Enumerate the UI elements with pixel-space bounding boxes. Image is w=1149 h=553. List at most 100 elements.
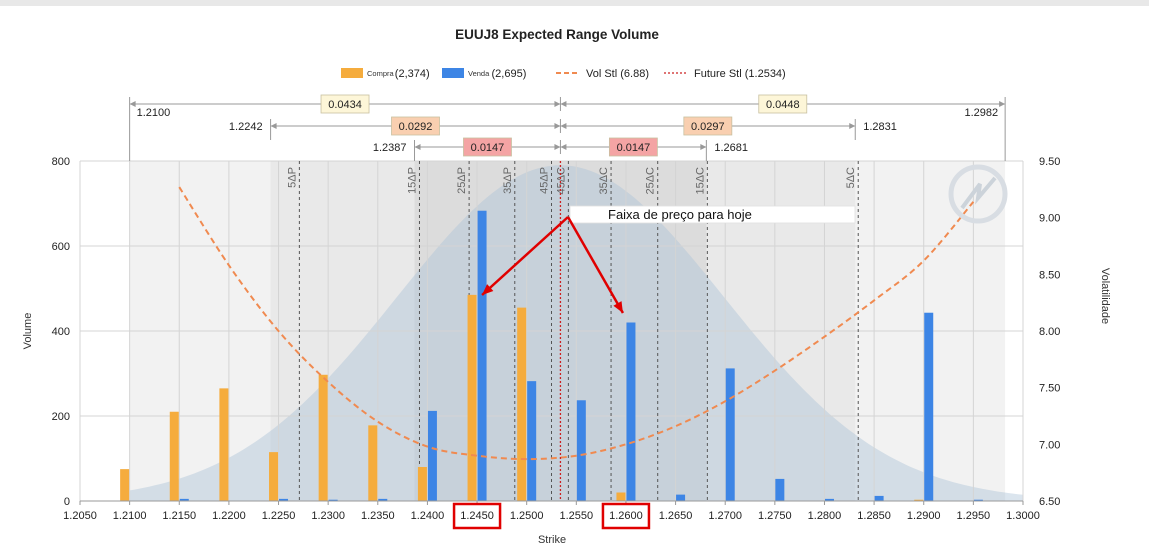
venda-bar: [924, 312, 934, 501]
compra-bar: [417, 467, 427, 501]
logo-bolt: [960, 176, 997, 210]
range-arrowhead: [560, 123, 567, 129]
x-tick-label: 1.2200: [212, 510, 246, 522]
delta-label: 25ΔP: [456, 167, 468, 194]
y-tick-label: 200: [52, 411, 70, 423]
x-tick-label: 1.2600: [609, 510, 643, 522]
legend-swatch-1: [341, 68, 363, 78]
range-right-value: 1.2831: [863, 121, 897, 133]
venda-bar: [824, 498, 834, 501]
venda-bar: [874, 495, 884, 501]
range-arrowhead: [554, 144, 561, 150]
delta-label: 25ΔC: [645, 167, 657, 195]
y2-tick-label: 9.00: [1039, 213, 1060, 225]
legend-swatch-2: [442, 68, 464, 78]
annotation-box: [569, 205, 856, 224]
delta-label: 35ΔC: [598, 167, 610, 195]
legend-label: Vol Stl (6.88): [586, 68, 649, 80]
y-tick-label: 0: [64, 496, 70, 508]
x-axis-label: Strike: [538, 534, 566, 546]
range-width-label: 0.0147: [471, 142, 505, 154]
watermark-logo-icon: [948, 164, 1008, 224]
x-tick-label: 1.2400: [411, 510, 445, 522]
venda-bar: [328, 499, 338, 501]
venda-bar: [378, 498, 388, 501]
y-tick-label: 800: [52, 156, 70, 168]
annotation: Faixa de preço para hoje: [481, 205, 856, 314]
x-tick-label: 1.3000: [1006, 510, 1040, 522]
x-tick-label: 1.2150: [162, 510, 196, 522]
annotation-text: Faixa de preço para hoje: [608, 207, 752, 222]
legend-label: Venda: [468, 69, 490, 78]
venda-bar: [725, 368, 735, 501]
range-width-box: [758, 94, 808, 114]
range-width-box: [320, 94, 370, 114]
annotation-arrowhead: [482, 284, 494, 295]
delta-label: 5ΔC: [845, 167, 857, 188]
range-arrowhead: [999, 101, 1006, 107]
venda-bar: [676, 494, 686, 501]
venda-bar: [179, 498, 189, 501]
x-tick-label: 1.2650: [659, 510, 693, 522]
delta-lines: 5ΔP 15ΔP 25ΔP 35ΔP 45ΔP 45ΔC 35ΔC 25ΔC 15ΔC 5ΔC: [286, 161, 859, 501]
range-width-label: 0.0448: [766, 99, 800, 111]
range-arrowhead: [414, 144, 421, 150]
compra-bar: [269, 452, 279, 501]
venda-bar: [973, 499, 983, 501]
x-tick-label: 1.2500: [510, 510, 544, 522]
y-tick-label: 600: [52, 241, 70, 253]
compra-bar: [169, 411, 179, 501]
y2-axis-label: Volatilidade: [1099, 268, 1111, 324]
compra-bar: [219, 388, 229, 501]
range-left-value: 1.2100: [137, 107, 171, 119]
compra-bar: [368, 425, 378, 501]
x-tick-label: 1.2100: [113, 510, 147, 522]
x-tick-label: 1.2550: [559, 510, 593, 522]
axes: 1.2050 1.2100 1.2150 1.2200 1.2250 1.2300 1.23…: [52, 156, 1060, 530]
chart-title: EUUJ8 Expected Range Volume: [455, 27, 659, 42]
expected-range-brackets: 1.2100 1.2982 0.0434 0.0448 1.2242 1.2831 0.02…: [129, 94, 1006, 161]
compra-bar: [517, 307, 527, 501]
volume-bars: [120, 210, 983, 501]
range-width-label: 0.0434: [328, 99, 362, 111]
range-width-box: [391, 116, 440, 136]
annotation-arrowhead: [613, 301, 623, 313]
range-width-label: 0.0147: [617, 142, 651, 154]
delta-label: 45ΔP: [539, 167, 551, 194]
y2-tick-label: 8.50: [1039, 269, 1060, 281]
vol-stl-line: [178, 186, 975, 461]
y-axis-label: Volume: [22, 313, 34, 350]
range-right-value: 1.2681: [714, 142, 748, 154]
range-arrowhead: [560, 101, 567, 107]
compra-bar: [120, 469, 130, 501]
compra-bar: [914, 499, 924, 501]
range-arrowhead: [560, 144, 567, 150]
x-tick-label: 1.2300: [311, 510, 345, 522]
range-width-box: [683, 116, 733, 136]
x-tick-label: 1.2950: [957, 510, 991, 522]
venda-bar: [576, 400, 586, 501]
delta-label: 35ΔP: [502, 167, 514, 194]
y-tick-label: 400: [52, 326, 70, 338]
highlight-tick-box: [601, 502, 651, 530]
compra-bar: [318, 374, 328, 501]
range-left-value: 1.2242: [229, 121, 263, 133]
vol-stl-curve: [178, 186, 975, 461]
y2-tick-label: 7.00: [1039, 439, 1060, 451]
range-left-value: 1.2387: [373, 142, 407, 154]
venda-bar: [626, 322, 636, 501]
range-arrowhead: [129, 101, 136, 107]
x-tick-label: 1.2750: [758, 510, 792, 522]
x-tick-label: 1.2050: [63, 510, 97, 522]
compra-bar: [616, 492, 626, 501]
venda-bar: [527, 381, 537, 501]
x-tick-label: 1.2850: [857, 510, 891, 522]
legend-label: Future Stl (1.2534): [694, 68, 786, 80]
range-right-value: 1.2982: [964, 107, 998, 119]
range-arrowhead: [554, 123, 561, 129]
x-tick-label: 1.2250: [262, 510, 296, 522]
legend-value: (2,374): [395, 68, 430, 80]
range-arrowhead: [700, 144, 707, 150]
